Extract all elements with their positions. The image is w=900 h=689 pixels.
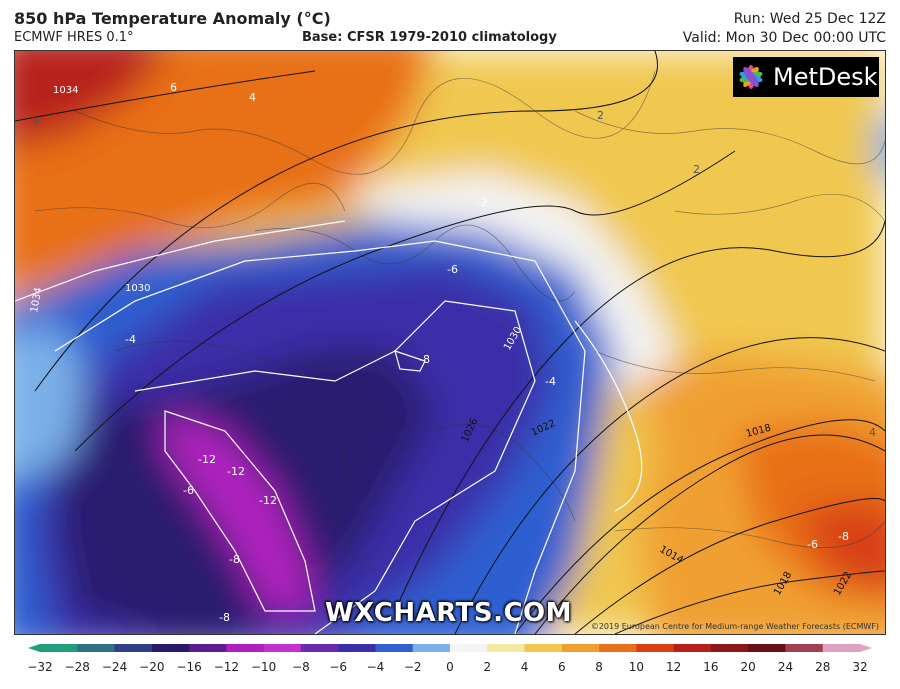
anomaly-label: -8 (219, 611, 230, 624)
colorbar-tick-label: 2 (483, 660, 491, 674)
anomaly-label: -8 (229, 553, 240, 566)
isobar-label: 1030 (125, 283, 150, 294)
anomaly-label: 2 (693, 163, 700, 176)
anomaly-label: -6 (183, 484, 194, 497)
anomaly-label: 4 (33, 115, 40, 128)
anomaly-label: -6 (807, 538, 818, 551)
anomaly-field (15, 51, 885, 634)
colorbar-tick-label: 6 (558, 660, 566, 674)
metdesk-logo: MetDesk (733, 57, 879, 97)
anomaly-label: -4 (545, 375, 556, 388)
anomaly-label: -12 (227, 465, 245, 478)
colorbar-tick-label: −28 (65, 660, 90, 674)
colorbar-tick-label: −8 (292, 660, 310, 674)
colorbar-segment (785, 644, 824, 652)
colorbar-tick-label: −4 (367, 660, 385, 674)
anomaly-label: -2 (477, 196, 488, 209)
copyright-text: ©2019 European Centre for Medium-range W… (590, 622, 879, 631)
anomaly-label: -12 (259, 494, 277, 507)
colorbar-tick-label: 28 (815, 660, 830, 674)
anomaly-label: 6 (170, 81, 177, 94)
anomaly-label: 4 (249, 91, 256, 104)
base-climatology-label: Base: CFSR 1979-2010 climatology (302, 30, 557, 45)
colorbar-segment (561, 644, 600, 652)
anomaly-label: -8 (838, 530, 849, 543)
colorbar-tick-label: −6 (329, 660, 347, 674)
anomaly-label: -12 (198, 453, 216, 466)
colorbar-tick-label: −24 (102, 660, 127, 674)
colorbar-segment (114, 644, 153, 652)
colorbar-segment (636, 644, 675, 652)
colorbar-segment (263, 644, 302, 652)
chart-title: 850 hPa Temperature Anomaly (°C) (14, 9, 331, 28)
map-canvas: 6 4 -2 2 2 -6 -8 -4 -4 -6 -12 -12 -12 -8… (15, 51, 885, 634)
colorbar-tick-label: −20 (139, 660, 164, 674)
colorbar-segment (300, 644, 339, 652)
isobars (15, 51, 885, 634)
isobar-label: 1034 (53, 85, 78, 96)
colorbar-tick-label: −12 (214, 660, 239, 674)
anomaly-labels: 6 4 -2 2 2 -6 -8 -4 -4 -6 -12 -12 -12 -8… (33, 81, 876, 624)
colorbar-segment (40, 644, 78, 652)
colorbar-segment (599, 644, 637, 652)
colorbar-segment (151, 644, 190, 652)
colorbar-tick-label: 24 (778, 660, 793, 674)
anomaly-label: 4 (869, 426, 876, 439)
warm-region-north (15, 51, 430, 295)
colorbar-tick-label: 20 (741, 660, 756, 674)
anomaly-label: -4 (125, 333, 136, 346)
colorbar-tick-label: −16 (176, 660, 201, 674)
anomaly-label: 2 (597, 109, 604, 122)
colorbar-segment (375, 644, 414, 652)
colorbar-tick-label: −10 (251, 660, 276, 674)
colorbar-segment (450, 644, 488, 652)
colorbar-segment (822, 644, 861, 652)
anomaly-label: -8 (419, 353, 430, 366)
colorbar-segment (710, 644, 749, 652)
run-time-label: Run: Wed 25 Dec 12Z (733, 11, 886, 27)
colorbar-tick-label: −2 (404, 660, 422, 674)
colorbar-tick-label: −32 (27, 660, 52, 674)
wxcharts-watermark: WXCHARTS.COM (325, 598, 573, 628)
anomaly-map: 6 4 -2 2 2 -6 -8 -4 -4 -6 -12 -12 -12 -8… (14, 50, 886, 635)
metdesk-flower-icon (739, 65, 763, 89)
anomaly-contours (15, 220, 643, 634)
colorbar-segment (673, 644, 712, 652)
color-scale-bar: −32 −28 −24 −20 −16 −12 −10 −8 −6 −4 −2 0 2 4 6 8 10 12 16… (27, 644, 872, 674)
colorbar-tick-label: 12 (666, 660, 681, 674)
colorbar-tick-label: 0 (446, 660, 454, 674)
colorbar-tick-label: 8 (595, 660, 603, 674)
colorbar-segment (77, 644, 116, 652)
colorbar-segment (189, 644, 227, 652)
colorbar-tick-label: 16 (703, 660, 718, 674)
colorbar-right-arrow (860, 644, 872, 652)
metdesk-logo-text: MetDesk (773, 63, 878, 91)
colorbar-tick-label: 32 (852, 660, 867, 674)
colorbar-left-arrow (28, 644, 40, 652)
valid-time-label: Valid: Mon 30 Dec 00:00 UTC (682, 30, 886, 46)
colorbar-segment (748, 644, 786, 652)
cold-core (165, 411, 315, 611)
colorbar-segment (226, 644, 265, 652)
anomaly-label: -6 (447, 263, 458, 276)
colorbar-segment (412, 644, 451, 652)
colorbar-tick-label: 4 (521, 660, 529, 674)
isobar-label: 1034 (29, 287, 44, 314)
colorbar-tick-label: 10 (629, 660, 644, 674)
colorbar-segment (524, 644, 563, 652)
colorbar-segment (487, 644, 526, 652)
colorbar-segment (338, 644, 376, 652)
model-label: ECMWF HRES 0.1° (14, 30, 134, 45)
